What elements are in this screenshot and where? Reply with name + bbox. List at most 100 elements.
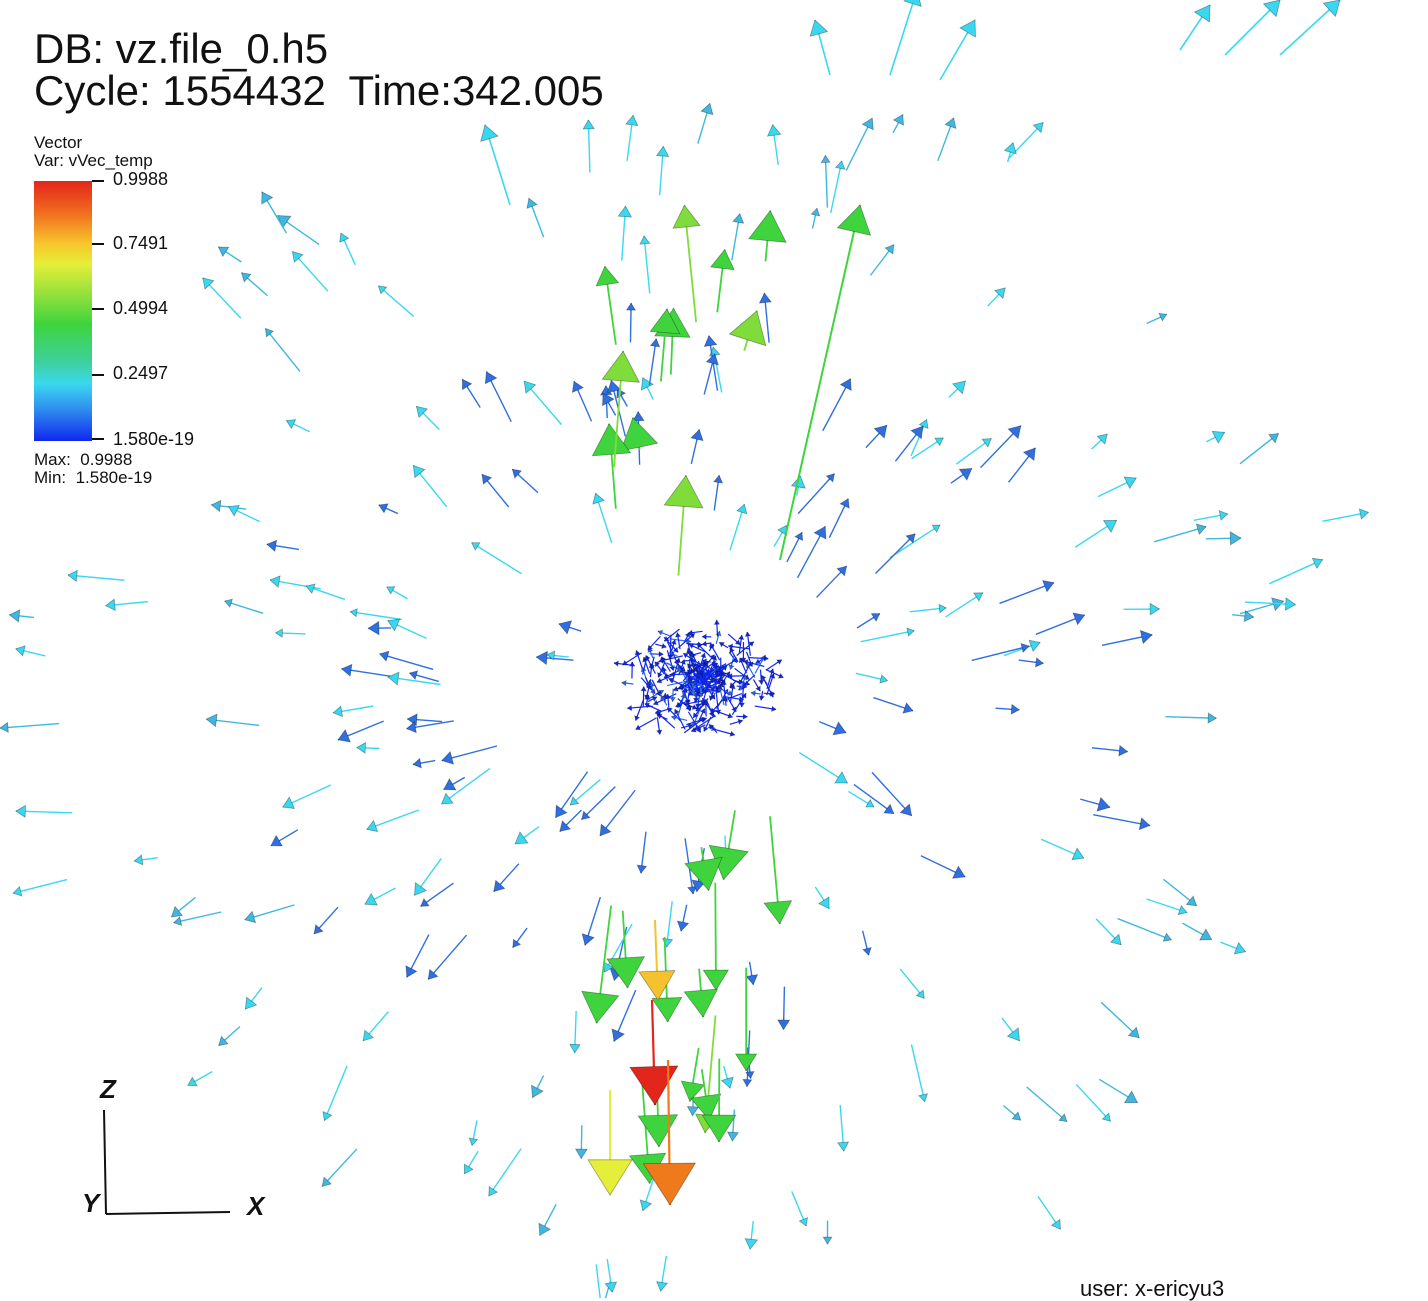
vector-glyph <box>848 791 873 807</box>
z-axis-label: Z <box>100 1076 116 1102</box>
vector-glyph <box>951 469 972 484</box>
vector-glyph <box>956 439 991 465</box>
legend-min: Min: 1.580e-19 <box>34 469 152 486</box>
vector-glyph <box>949 381 966 397</box>
vector-glyph <box>416 406 439 429</box>
vector-glyph <box>481 125 510 205</box>
vector-glyph <box>1036 613 1085 634</box>
vector-glyph <box>576 1125 588 1158</box>
vector-glyph <box>1147 313 1167 323</box>
vector-glyph <box>1280 0 1340 55</box>
vector-glyph <box>778 987 790 1030</box>
vector-glyph <box>1019 658 1044 667</box>
legend-variable: Var: vVec_temp <box>34 152 153 169</box>
vector-glyph <box>524 381 561 424</box>
vector-glyph <box>365 888 396 905</box>
vector-glyph <box>444 777 465 790</box>
vector-glyph <box>582 897 600 945</box>
vector-glyph <box>766 660 782 670</box>
vector-glyph <box>605 1259 617 1292</box>
vector-glyph <box>921 856 965 879</box>
time-value: 342.005 <box>452 67 604 114</box>
vector-glyph <box>0 723 59 733</box>
tick-mark <box>92 438 104 440</box>
vector-glyph <box>996 705 1020 715</box>
vector-glyph <box>342 664 395 677</box>
vector-glyph <box>819 722 846 735</box>
vector-glyph <box>751 691 760 696</box>
vector-glyph <box>596 266 618 344</box>
vector-glyph <box>338 721 384 742</box>
vector-glyph <box>379 504 398 514</box>
vector-glyph <box>357 743 380 754</box>
vector-glyph <box>730 504 747 550</box>
vector-glyph <box>482 474 509 507</box>
vector-glyph <box>817 566 847 597</box>
tick-label-min: 1.580e-19 <box>113 430 194 448</box>
vector-glyph <box>676 633 681 649</box>
user-label: user: x-ericyu3 <box>1080 1278 1224 1300</box>
vector-glyph <box>588 1090 632 1195</box>
vector-glyph <box>603 393 616 415</box>
vector-glyph <box>1206 532 1241 545</box>
vector-glyph <box>890 525 940 558</box>
vector-glyph <box>1093 815 1150 830</box>
vector-glyph <box>893 115 903 133</box>
vector-glyph <box>1096 919 1121 945</box>
vector-glyph <box>823 379 851 431</box>
vector-glyph <box>570 779 600 805</box>
vector-glyph <box>219 1027 240 1046</box>
vector-glyph <box>271 830 298 846</box>
vector-glyph <box>1004 143 1016 162</box>
tick-label: 0.7491 <box>113 234 168 252</box>
vector-glyph <box>225 599 263 613</box>
vector-glyph <box>673 205 700 322</box>
max-value: 0.9988 <box>80 450 132 469</box>
tick-label-max: 0.9988 <box>113 170 168 188</box>
vector-glyph <box>595 1264 607 1298</box>
tick-label: 0.4994 <box>113 299 168 317</box>
vector-glyph <box>245 905 295 923</box>
vector-glyph <box>722 1066 734 1088</box>
vector-glyph <box>485 372 511 422</box>
tick-mark <box>92 308 104 310</box>
vector-glyph <box>245 988 262 1009</box>
vector-glyph <box>657 1256 668 1291</box>
vector-glyph <box>799 753 847 783</box>
vector-glyph <box>323 1066 347 1121</box>
vector-glyph <box>657 714 667 719</box>
vector-glyph <box>637 832 646 873</box>
vector-glyph <box>1245 598 1296 610</box>
vector-glyph <box>262 192 287 233</box>
vector-glyph <box>286 420 309 432</box>
vector-glyph <box>626 115 638 161</box>
vector-glyph <box>1165 713 1216 723</box>
vector-glyph <box>728 634 740 645</box>
vector-glyph <box>981 426 1021 468</box>
vector-glyph <box>1041 839 1084 859</box>
vector-glyph <box>641 378 653 400</box>
vector-glyph <box>1124 603 1160 614</box>
vector-glyph <box>489 1149 521 1196</box>
vector-glyph <box>536 651 573 664</box>
vector-glyph <box>681 1048 704 1102</box>
vector-glyph <box>1206 431 1224 443</box>
vector-glyph <box>368 621 391 634</box>
vector-glyph <box>900 969 924 998</box>
vector-glyph <box>815 887 829 909</box>
vector-glyph <box>1220 942 1245 954</box>
vector-glyph <box>910 604 946 612</box>
vector-glyph <box>218 247 241 262</box>
vector-glyph <box>380 651 433 669</box>
vector-glyph <box>415 858 442 895</box>
vector-glyph <box>649 339 659 385</box>
vector-glyph <box>1194 511 1228 521</box>
vector-glyph <box>1118 919 1172 942</box>
vector-glyph <box>16 806 72 818</box>
vector-glyph <box>912 438 944 459</box>
vector-glyph <box>228 505 259 521</box>
vector-glyph <box>640 236 650 293</box>
vector-glyph <box>472 543 522 574</box>
vector-glyph <box>704 354 718 395</box>
cycle-value: 1554432 <box>162 67 326 114</box>
